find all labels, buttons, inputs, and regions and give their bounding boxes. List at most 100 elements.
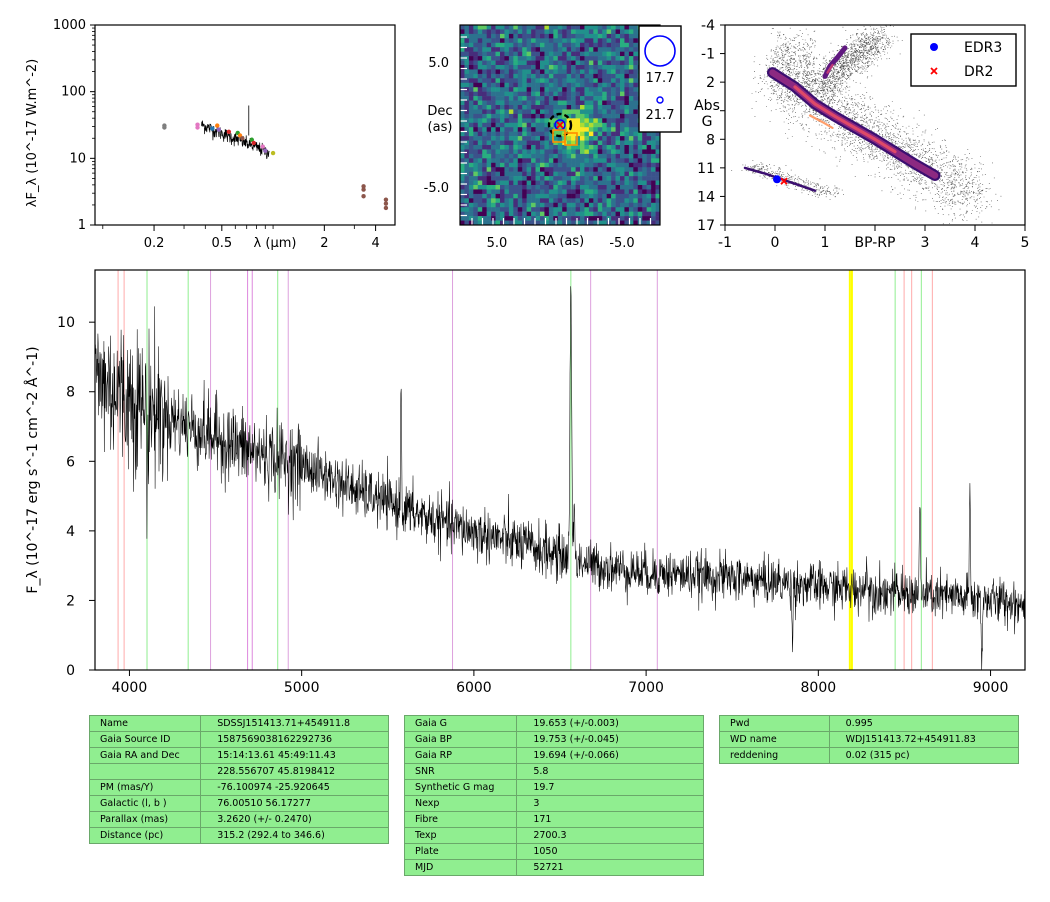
image-pixel xyxy=(517,118,523,124)
image-pixel xyxy=(651,149,656,155)
table-key: MJD xyxy=(403,859,518,876)
image-pixel xyxy=(562,69,567,75)
image-pixel xyxy=(500,180,505,186)
image-pixel xyxy=(504,202,510,208)
image-pixel xyxy=(575,113,581,119)
image-pixel xyxy=(500,176,505,181)
image-pixel xyxy=(642,136,647,141)
image-pixel xyxy=(553,78,559,84)
image-pixel xyxy=(526,216,532,221)
image-pixel xyxy=(557,65,563,70)
image-pixel xyxy=(588,96,594,101)
image-pixel xyxy=(588,33,594,39)
image-pixel xyxy=(522,198,527,204)
image-pixel xyxy=(517,65,523,70)
image-pixel xyxy=(637,42,643,48)
image-pixel xyxy=(468,162,474,168)
image-pixel xyxy=(633,171,639,177)
image-pixel xyxy=(544,198,550,204)
image-pixel xyxy=(495,216,501,221)
image-pixel xyxy=(575,105,581,110)
image-pixel xyxy=(562,38,567,44)
image-pixel xyxy=(655,131,661,137)
image-pixel xyxy=(633,198,639,204)
image-pixel xyxy=(517,202,523,208)
image-pixel xyxy=(642,25,647,30)
image-pixel xyxy=(651,198,656,204)
image-pixel xyxy=(615,51,621,57)
image-pixel xyxy=(642,176,647,181)
image-pixel xyxy=(553,82,559,88)
image-pixel xyxy=(620,82,625,88)
image-pixel xyxy=(486,91,492,97)
hrd-ylabel: Abs G xyxy=(694,98,720,130)
image-pixel xyxy=(566,69,572,75)
image-pixel xyxy=(566,149,572,155)
image-pixel xyxy=(597,153,603,159)
image-pixel xyxy=(655,51,661,57)
table-row: Plate 1050 xyxy=(403,843,704,860)
image-pixel xyxy=(477,113,483,119)
image-pixel xyxy=(544,189,550,195)
image-pixel xyxy=(495,82,501,88)
image-pixel xyxy=(491,180,496,186)
image-pixel xyxy=(602,180,607,186)
image-pixel xyxy=(628,25,634,30)
image-pixel xyxy=(637,158,643,164)
image-pixel xyxy=(473,69,479,75)
table-value: 2700.3 xyxy=(516,827,704,844)
sed-ytick-label: 1000 xyxy=(53,18,86,33)
image-ylabel: Dec (as) xyxy=(427,104,452,135)
table-key: Name xyxy=(88,715,202,732)
image-pixel xyxy=(642,51,647,57)
image-pixel xyxy=(606,158,612,164)
image-pixel xyxy=(602,113,607,119)
image-pixel xyxy=(597,207,603,212)
image-pixel xyxy=(620,162,625,168)
image-pixel xyxy=(637,140,643,146)
table-value: 171 xyxy=(516,811,704,828)
image-pixel xyxy=(477,118,483,124)
image-pixel xyxy=(611,33,616,39)
image-pixel xyxy=(593,56,599,61)
image-pixel xyxy=(522,65,527,70)
table-key: Nexp xyxy=(403,795,518,812)
image-pixel xyxy=(464,42,470,48)
image-pixel xyxy=(633,216,639,221)
image-pixel xyxy=(571,47,576,52)
image-pixel xyxy=(646,153,652,159)
image-pixel xyxy=(522,189,527,195)
image-pixel xyxy=(655,202,661,208)
image-pixel xyxy=(566,118,572,124)
image-pixel xyxy=(620,193,625,199)
image-pixel xyxy=(642,105,647,110)
image-pixel xyxy=(548,131,554,137)
image-pixel xyxy=(655,220,661,226)
image-pixel xyxy=(482,216,487,221)
image-pixel xyxy=(486,78,492,84)
image-pixel xyxy=(655,60,661,66)
image-pixel xyxy=(557,38,563,44)
image-pixel xyxy=(580,211,585,217)
image-pixel xyxy=(646,42,652,48)
image-pixel xyxy=(571,193,576,199)
image-pixel xyxy=(500,73,505,79)
image-pixel xyxy=(562,100,567,106)
image-pixel xyxy=(500,220,505,226)
image-pixel xyxy=(460,171,465,177)
image-pixel xyxy=(468,220,474,226)
spectrum-ytick-label: 2 xyxy=(66,593,75,609)
image-pixel xyxy=(482,38,487,44)
image-pixel xyxy=(620,38,625,44)
image-pixel xyxy=(544,216,550,221)
image-pixel xyxy=(611,105,616,110)
hrd-giant-branch xyxy=(822,45,848,79)
image-pixel xyxy=(602,220,607,226)
image-pixel xyxy=(548,60,554,66)
image-pixel xyxy=(517,220,523,226)
image-pixel xyxy=(491,162,496,168)
image-pixel xyxy=(642,193,647,199)
image-pixel xyxy=(624,202,630,208)
image-pixel xyxy=(535,202,541,208)
image-pixel xyxy=(584,131,590,137)
